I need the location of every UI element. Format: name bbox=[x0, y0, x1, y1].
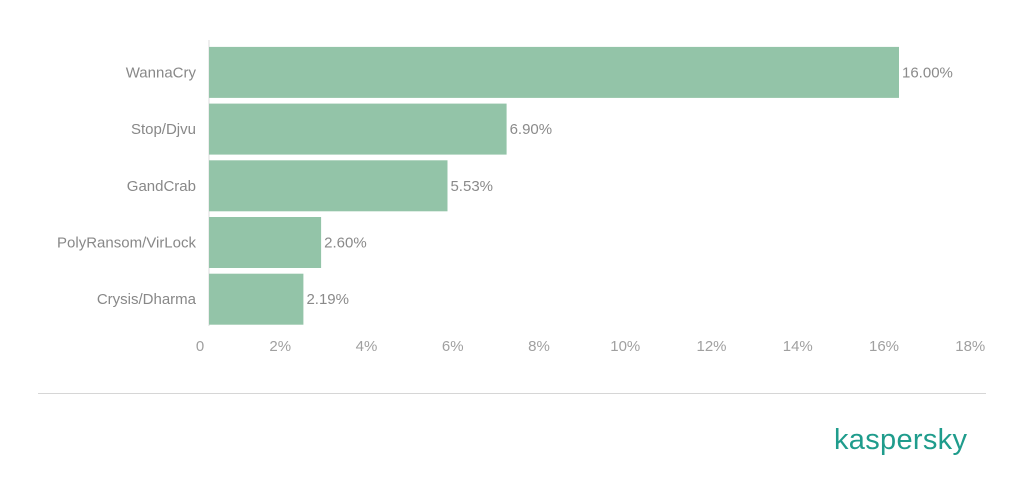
x-tick-label-8: 16% bbox=[869, 338, 899, 355]
x-tick-label-2: 4% bbox=[356, 338, 378, 355]
data-label-1: 6.90% bbox=[510, 121, 553, 138]
data-label-4: 2.19% bbox=[306, 291, 349, 308]
x-tick-label-5: 10% bbox=[610, 338, 640, 355]
data-label-2: 5.53% bbox=[450, 178, 493, 195]
x-tick-label-3: 6% bbox=[442, 338, 464, 355]
category-label-3: PolyRansom/VirLock bbox=[57, 234, 196, 251]
bar-4 bbox=[209, 273, 304, 325]
x-tick-label-0: 0 bbox=[196, 338, 204, 355]
bar-3 bbox=[209, 217, 322, 268]
data-label-3: 2.60% bbox=[324, 234, 367, 251]
kaspersky-logo: kaspersky bbox=[834, 424, 968, 456]
x-tick-label-1: 2% bbox=[269, 338, 291, 355]
x-tick-label-6: 12% bbox=[696, 338, 726, 355]
x-tick-label-4: 8% bbox=[528, 338, 550, 355]
bar-2 bbox=[209, 160, 448, 212]
bar-0 bbox=[209, 46, 899, 98]
x-tick-label-9: 18% bbox=[955, 338, 985, 355]
bar-chart: WannaCry 16.00% Stop/Djvu 6.90% GandCrab 5.53… bbox=[57, 40, 985, 355]
category-label-4: Crysis/Dharma bbox=[97, 291, 197, 308]
category-label-1: Stop/Djvu bbox=[131, 121, 196, 138]
category-label-0: WannaCry bbox=[126, 64, 197, 81]
data-label-0: 16.00% bbox=[902, 64, 953, 81]
category-label-2: GandCrab bbox=[127, 178, 196, 195]
bar-1 bbox=[209, 103, 507, 155]
x-tick-label-7: 14% bbox=[783, 338, 813, 355]
divider bbox=[38, 393, 986, 394]
